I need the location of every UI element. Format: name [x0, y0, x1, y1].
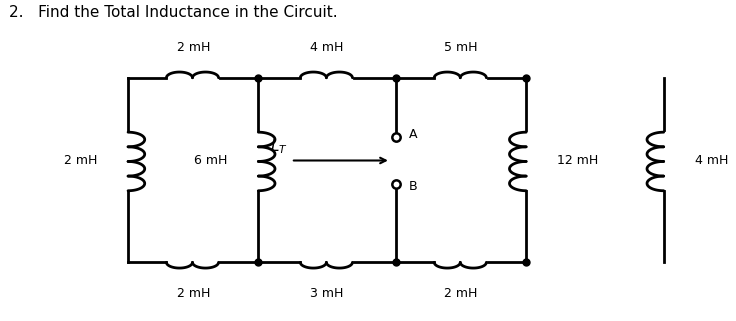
- Text: 2 mH: 2 mH: [63, 154, 97, 167]
- Text: 4 mH: 4 mH: [311, 40, 344, 54]
- Text: 2 mH: 2 mH: [177, 287, 210, 299]
- Text: 3 mH: 3 mH: [311, 287, 344, 299]
- Text: 2 mH: 2 mH: [177, 40, 210, 54]
- Text: 6 mH: 6 mH: [194, 154, 227, 167]
- Text: A: A: [409, 127, 417, 141]
- Text: B: B: [409, 180, 417, 194]
- Text: 4 mH: 4 mH: [695, 154, 728, 167]
- Text: 12 mH: 12 mH: [557, 154, 598, 167]
- Text: 2 mH: 2 mH: [445, 287, 478, 299]
- Text: 2.   Find the Total Inductance in the Circuit.: 2. Find the Total Inductance in the Circ…: [9, 4, 337, 20]
- Text: 5 mH: 5 mH: [445, 40, 478, 54]
- Text: $L_T$: $L_T$: [269, 137, 287, 156]
